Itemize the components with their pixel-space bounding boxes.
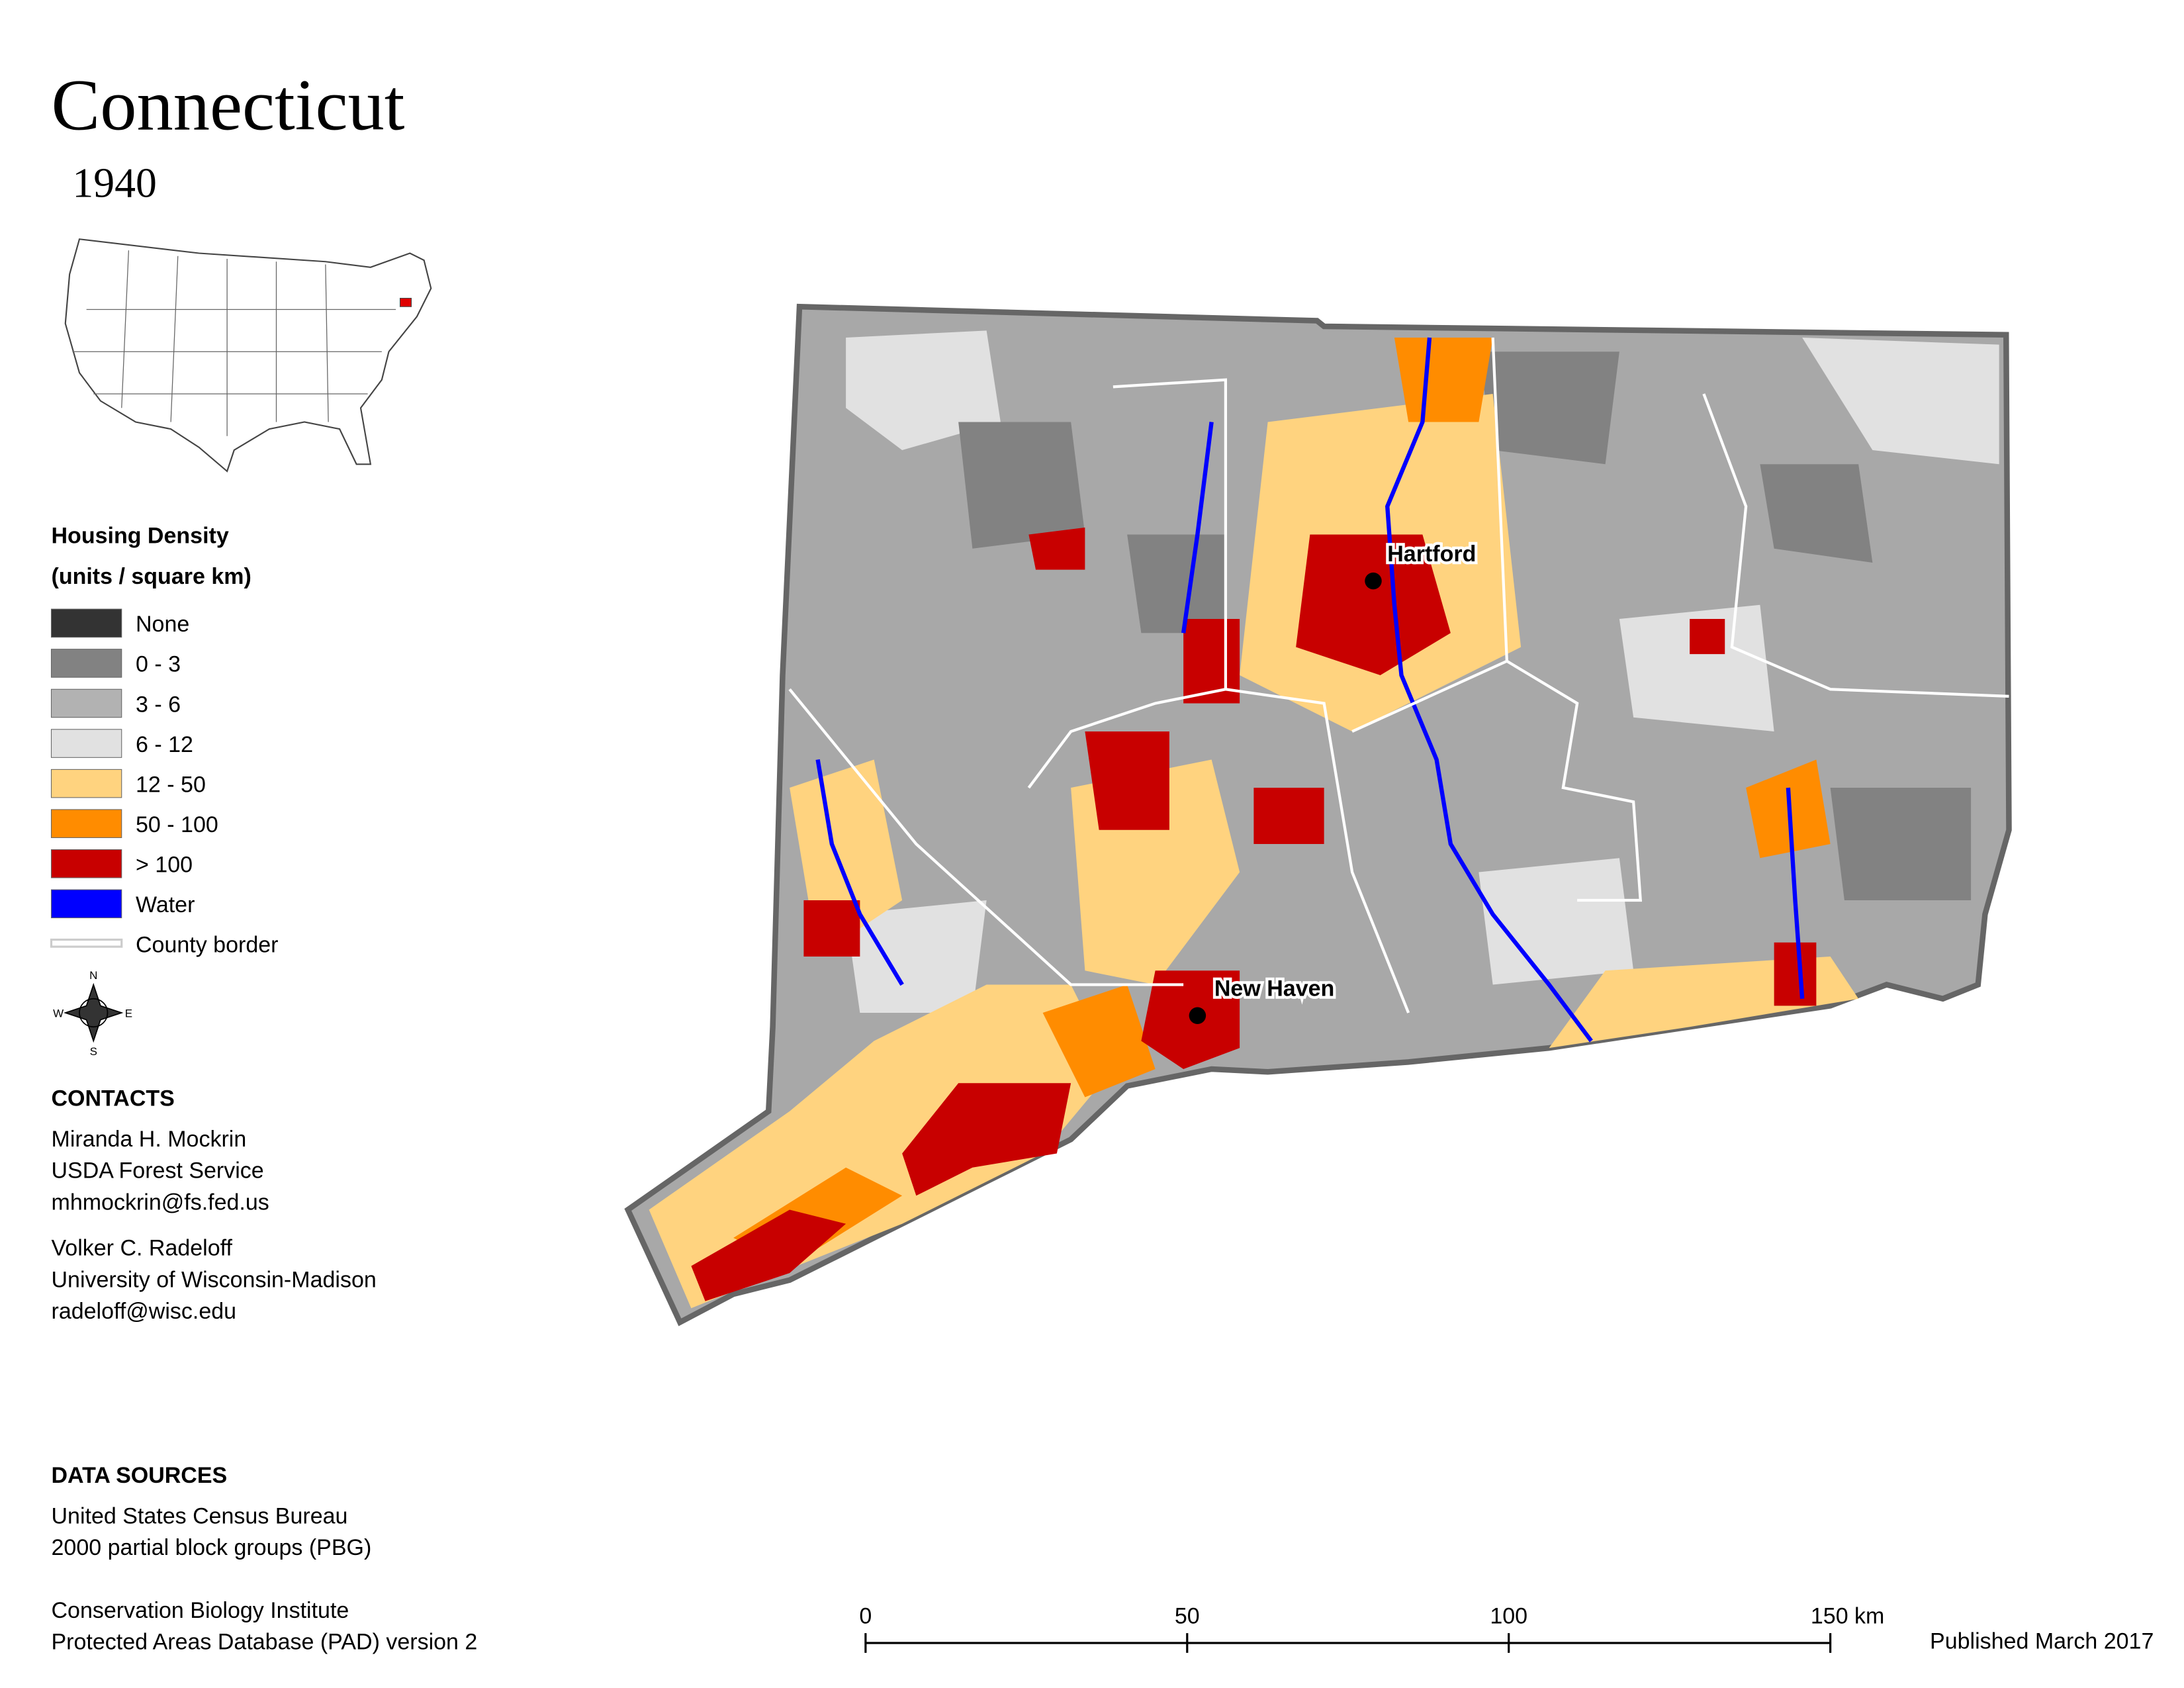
- legend-label: 3 - 6: [136, 692, 181, 717]
- contacts-title: CONTACTS: [52, 1086, 175, 1111]
- inset-us-map: [64, 238, 432, 473]
- legend-swatch: [50, 769, 122, 798]
- sources-title: DATA SOURCES: [52, 1463, 228, 1488]
- legend-swatch: [50, 649, 122, 678]
- legend-swatch: [50, 688, 122, 718]
- scale-label: 100: [1490, 1603, 1527, 1628]
- legend-swatch: [50, 809, 122, 838]
- scale-label: 150 km: [1811, 1603, 1885, 1628]
- legend-label: 12 - 50: [136, 772, 206, 797]
- legend: None 0 - 3 3 - 6 6 - 12 12 - 50 50 - 100 > 100…: [50, 608, 278, 958]
- source-line: Conservation Biology Institute: [52, 1598, 349, 1623]
- map-title: Connecticut: [52, 65, 405, 146]
- scale-label: 50: [1175, 1603, 1200, 1628]
- legend-label: 50 - 100: [136, 812, 218, 837]
- legend-swatch: [50, 608, 122, 638]
- compass-label: N: [89, 969, 97, 982]
- legend-swatch: [50, 729, 122, 758]
- scale-label: 0: [859, 1603, 872, 1628]
- compass-label: S: [90, 1045, 97, 1058]
- legend-swatch: [50, 849, 122, 878]
- compass-label: E: [125, 1007, 132, 1019]
- city-label: Hartford: [1387, 541, 1476, 567]
- compass: N S E W: [53, 969, 132, 1058]
- city-label: New Haven: [1214, 976, 1334, 1002]
- legend-label: 0 - 3: [136, 652, 181, 677]
- compass-label: W: [53, 1007, 64, 1019]
- legend-title: Housing Density: [52, 523, 229, 548]
- legend-swatch: [50, 889, 122, 919]
- contact-line: radeloff@wisc.edu: [52, 1299, 237, 1324]
- legend-label: > 100: [136, 853, 193, 878]
- scale-bar: 0 50 100 150 km: [859, 1603, 1884, 1653]
- info-block: CONTACTS DATA SOURCES Miranda H. Mockrin…: [52, 1086, 478, 1654]
- published-note: Published March 2017: [1930, 1629, 2154, 1654]
- source-line: 2000 partial block groups (PBG): [52, 1535, 372, 1560]
- contact-line: Miranda H. Mockrin: [52, 1127, 247, 1152]
- source-line: United States Census Bureau: [52, 1503, 348, 1528]
- legend-label: None: [136, 612, 189, 637]
- contact-line: Volker C. Radeloff: [52, 1236, 233, 1261]
- source-line: Protected Areas Database (PAD) version 2: [52, 1630, 478, 1655]
- map-subtitle: 1940: [72, 160, 157, 207]
- state-map: Hartford New Haven: [624, 303, 2012, 1327]
- legend-label: County border: [136, 933, 278, 958]
- contact-line: mhmockrin@fs.fed.us: [52, 1190, 269, 1215]
- legend-swatch: [50, 938, 123, 948]
- contact-line: USDA Forest Service: [52, 1158, 264, 1184]
- contact-line: University of Wisconsin-Madison: [52, 1267, 377, 1292]
- legend-title: (units / square km): [52, 564, 251, 589]
- legend-label: 6 - 12: [136, 732, 193, 757]
- legend-label: Water: [136, 892, 195, 917]
